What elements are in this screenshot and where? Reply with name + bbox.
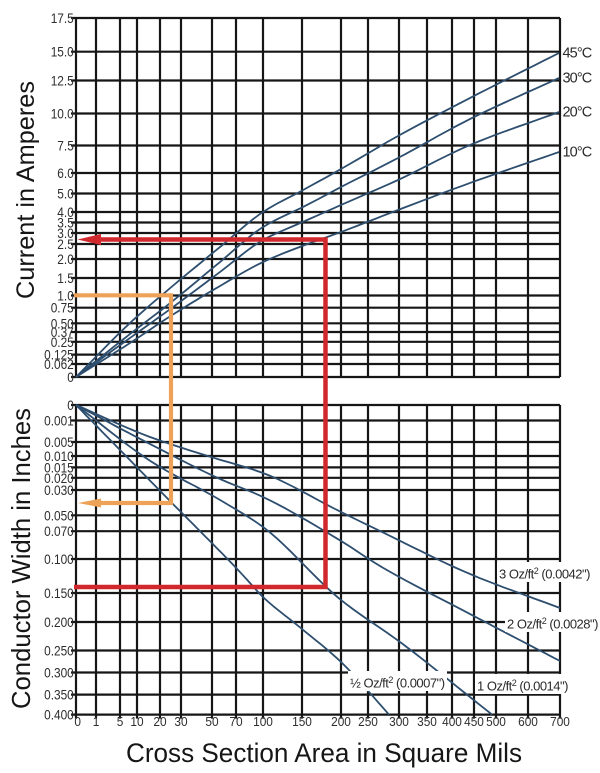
svg-text:0.062: 0.062 [44,356,74,372]
svg-text:0.250: 0.250 [44,643,74,659]
svg-text:0.001: 0.001 [44,413,74,429]
svg-text:200: 200 [331,714,351,729]
svg-text:1.0: 1.0 [57,288,74,304]
svg-text:15.0: 15.0 [51,44,74,60]
svg-text:10.0: 10.0 [51,106,74,122]
svg-text:20°C: 20°C [563,105,592,121]
svg-text:Cross Section Area in Square M: Cross Section Area in Square Mils [126,738,522,768]
svg-text:100: 100 [253,714,273,729]
svg-text:17.5: 17.5 [51,10,74,26]
svg-text:20: 20 [153,714,166,729]
svg-text:0.125: 0.125 [44,347,74,363]
svg-text:400: 400 [442,714,462,729]
svg-text:10: 10 [130,714,143,729]
svg-text:250: 250 [358,714,378,729]
svg-text:300: 300 [389,714,409,729]
svg-text:0: 0 [67,369,74,385]
svg-text:5: 5 [117,714,124,729]
svg-text:2.5: 2.5 [57,236,74,252]
svg-text:7.5: 7.5 [57,138,74,154]
svg-text:2 Oz/ft2 (0.0028"): 2 Oz/ft2 (0.0028") [507,616,598,632]
svg-text:0.010: 0.010 [44,448,74,464]
svg-text:Current in Amperes: Current in Amperes [12,81,40,299]
svg-text:0.050: 0.050 [44,507,74,523]
svg-text:1 Oz/ft2 (0.0014"): 1 Oz/ft2 (0.0014") [477,678,568,694]
svg-text:5.0: 5.0 [57,186,74,202]
svg-text:1.5: 1.5 [57,270,74,286]
svg-text:0.070: 0.070 [44,523,74,539]
svg-text:2.0: 2.0 [57,251,74,267]
svg-text:0.150: 0.150 [44,585,74,601]
svg-text:0.020: 0.020 [44,470,74,486]
svg-text:3.0: 3.0 [57,225,74,241]
svg-text:700: 700 [550,714,570,729]
svg-text:30°C: 30°C [563,71,592,87]
svg-text:0.75: 0.75 [51,300,74,316]
svg-text:12.5: 12.5 [51,73,74,89]
svg-text:0.200: 0.200 [44,614,74,630]
svg-text:0: 0 [67,397,74,413]
svg-text:500: 500 [486,714,506,729]
svg-text:4.0: 4.0 [57,204,74,220]
svg-text:70: 70 [229,714,242,729]
svg-text:0.005: 0.005 [44,434,74,450]
svg-text:600: 600 [518,714,538,729]
svg-text:0.400: 0.400 [44,707,74,723]
svg-text:1: 1 [93,714,100,729]
svg-text:0.015: 0.015 [44,459,74,475]
svg-text:450: 450 [464,714,484,729]
svg-text:Conductor Width in Inches: Conductor Width in Inches [8,408,36,709]
svg-text:30: 30 [174,714,187,729]
svg-text:0.030: 0.030 [44,482,74,498]
svg-text:0.37: 0.37 [51,324,74,340]
svg-text:350: 350 [417,714,437,729]
svg-text:3 Oz/ft2 (0.0042"): 3 Oz/ft2 (0.0042") [499,566,590,582]
svg-text:45°C: 45°C [563,46,592,62]
svg-text:50: 50 [205,714,218,729]
svg-text:0.50: 0.50 [51,315,74,331]
svg-text:0.300: 0.300 [44,665,74,681]
svg-text:0.25: 0.25 [51,334,74,350]
svg-text:0.100: 0.100 [44,551,74,567]
svg-text:3.5: 3.5 [57,215,74,231]
svg-text:0.350: 0.350 [44,687,74,703]
svg-text:0: 0 [74,714,81,729]
svg-text:150: 150 [292,714,312,729]
svg-text:½ Oz/ft2 (0.0007"): ½ Oz/ft2 (0.0007") [350,675,445,691]
svg-text:10°C: 10°C [563,145,592,161]
svg-text:6.0: 6.0 [57,165,74,181]
